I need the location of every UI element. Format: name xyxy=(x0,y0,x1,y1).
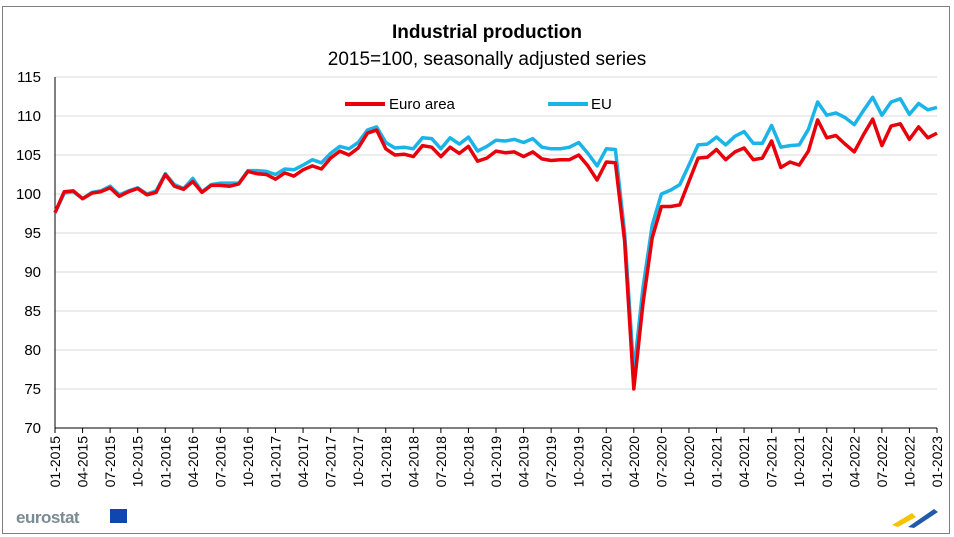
y-tick-label: 85 xyxy=(24,303,41,320)
x-tick-label: 04-2018 xyxy=(405,436,421,488)
gridlines xyxy=(55,76,937,429)
x-tick-label: 01-2016 xyxy=(157,436,173,488)
x-tick-labels: 01-2015 04-2015 07-2015 10-2015 01-2016 04-20… xyxy=(47,436,945,488)
x-tick-label: 07-2022 xyxy=(874,436,890,488)
x-tick-label: 04-2019 xyxy=(516,436,532,488)
series-line-euro-area xyxy=(53,117,938,391)
x-tick-label: 10-2018 xyxy=(460,436,476,488)
y-tick-label: 90 xyxy=(24,264,41,281)
x-tick-label: 07-2018 xyxy=(433,436,449,488)
x-tick-label: 07-2019 xyxy=(543,436,559,488)
chart-subtitle: 2015=100, seasonally adjusted series xyxy=(328,49,646,70)
x-tick-label: 07-2020 xyxy=(653,436,669,488)
x-tick-label: 04-2022 xyxy=(846,436,862,488)
legend-label-euro-area: Euro area xyxy=(389,96,456,113)
x-tick-label: 01-2022 xyxy=(819,436,835,488)
axes xyxy=(54,77,938,433)
x-tick-label: 07-2021 xyxy=(764,436,780,488)
x-tick-label: 07-2017 xyxy=(323,436,339,488)
x-tick-label: 04-2017 xyxy=(295,436,311,488)
y-tick-label: 105 xyxy=(16,147,41,164)
x-tick-label: 01-2015 xyxy=(47,436,63,488)
x-tick-label: 10-2022 xyxy=(901,436,917,488)
series-lines xyxy=(53,95,938,391)
legend: Euro area EU xyxy=(345,96,612,113)
y-tick-label: 80 xyxy=(24,342,41,359)
x-tick-label: 10-2019 xyxy=(571,436,587,488)
eu-flag-icon xyxy=(110,509,127,523)
x-tick-label: 07-2016 xyxy=(212,436,228,488)
y-tick-labels: 70 75 80 85 90 95 100 105 110 115 xyxy=(16,69,41,437)
x-tick-label: 01-2019 xyxy=(488,436,504,488)
x-tick-label: 10-2017 xyxy=(350,436,366,488)
y-tick-label: 75 xyxy=(24,381,41,398)
x-tick-label: 01-2020 xyxy=(598,436,614,488)
legend-label-eu: EU xyxy=(591,96,612,113)
x-tick-label: 01-2023 xyxy=(929,436,945,488)
series-line-eu xyxy=(53,95,938,374)
y-tick-label: 100 xyxy=(16,186,41,203)
x-tick-label: 10-2021 xyxy=(791,436,807,488)
x-tick-label: 10-2020 xyxy=(681,436,697,488)
x-tick-label: 01-2017 xyxy=(268,436,284,488)
chart-title: Industrial production xyxy=(392,22,582,43)
x-tick-label: 10-2015 xyxy=(130,436,146,488)
y-tick-label: 110 xyxy=(17,108,41,125)
x-tick-label: 01-2018 xyxy=(378,436,394,488)
x-tick-label: 04-2020 xyxy=(626,436,642,488)
y-tick-label: 95 xyxy=(24,225,41,242)
eurostat-mark-icon xyxy=(892,509,938,528)
x-tick-label: 04-2015 xyxy=(75,436,91,488)
y-tick-label: 70 xyxy=(24,420,41,437)
x-tick-label: 01-2021 xyxy=(709,436,725,488)
eurostat-logo: eurostat xyxy=(16,508,80,527)
y-tick-label: 115 xyxy=(17,69,41,86)
x-tick-label: 04-2021 xyxy=(736,436,752,488)
chart-frame xyxy=(2,6,950,534)
x-tick-label: 07-2015 xyxy=(102,436,118,488)
x-tick-label: 04-2016 xyxy=(185,436,201,488)
x-tick-label: 10-2016 xyxy=(240,436,256,488)
